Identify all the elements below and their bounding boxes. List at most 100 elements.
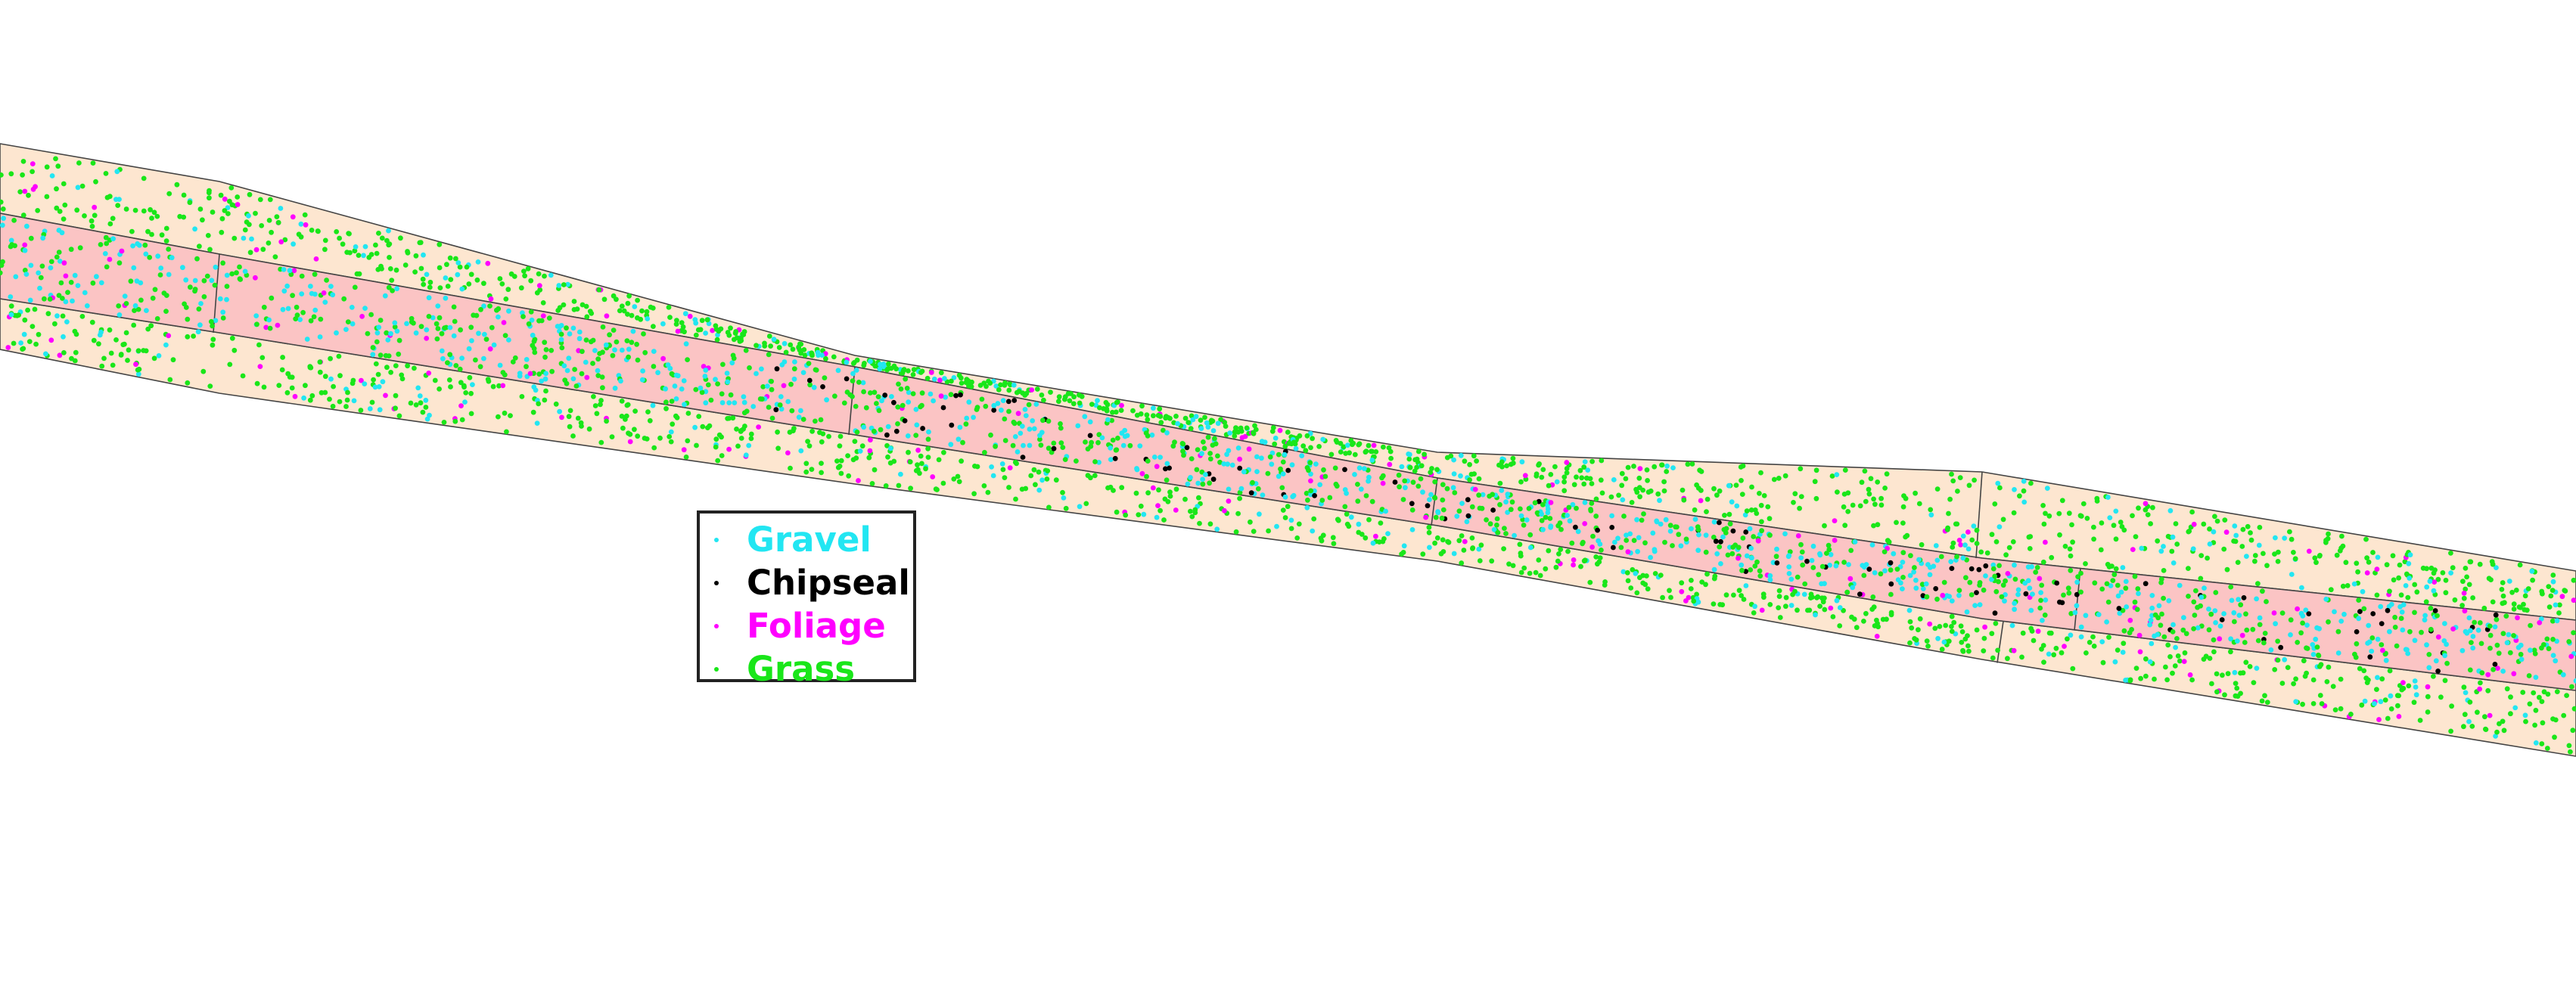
- grass-point: [1695, 486, 1701, 491]
- grass-point: [1272, 441, 1278, 447]
- gravel-point: [2372, 701, 2377, 706]
- grass-point: [2228, 584, 2234, 590]
- grass-point: [768, 343, 773, 349]
- grass-point: [2275, 559, 2281, 564]
- chipseal-point: [1888, 560, 1894, 566]
- grass-point: [65, 290, 70, 295]
- gravel-point: [1407, 451, 1412, 458]
- chipseal-point: [2116, 606, 2122, 611]
- gravel-point: [2195, 625, 2201, 631]
- grass-point: [1459, 533, 1465, 538]
- gravel-point: [1989, 576, 1994, 582]
- grass-point: [762, 340, 767, 346]
- grass-point: [1381, 444, 1386, 450]
- grass-point: [2361, 606, 2367, 612]
- gravel-point: [1996, 524, 2003, 529]
- gravel-point: [879, 398, 884, 404]
- grass-point: [908, 486, 913, 492]
- grass-point: [2207, 656, 2213, 661]
- grass-point: [543, 388, 548, 394]
- grass-point: [477, 364, 483, 370]
- grass-point: [489, 324, 495, 330]
- grass-point: [58, 280, 64, 286]
- gravel-point: [951, 375, 957, 380]
- grass-point: [1438, 551, 1444, 557]
- gravel-point: [583, 359, 589, 365]
- foliage-point: [1940, 592, 1946, 598]
- gravel-point: [1582, 459, 1588, 464]
- grass-point: [2062, 544, 2068, 549]
- gravel-point: [2273, 621, 2279, 627]
- gravel-point: [1869, 542, 1875, 548]
- grass-point: [1527, 532, 1533, 538]
- legend-item-grass: Grass: [700, 647, 913, 690]
- grass-point: [1757, 491, 1762, 496]
- gravel-point: [1358, 486, 1364, 492]
- grass-point: [231, 347, 238, 353]
- grass-point: [788, 342, 794, 348]
- chipseal-point: [953, 393, 959, 399]
- grass-point: [490, 383, 496, 389]
- grass-point: [205, 233, 211, 238]
- grass-point: [2221, 546, 2227, 552]
- grass-point: [807, 382, 813, 388]
- grass-point: [2469, 724, 2475, 729]
- grass-point: [1958, 623, 1964, 629]
- grass-point: [542, 273, 547, 279]
- grass-point: [2382, 697, 2388, 703]
- grass-point: [210, 337, 216, 343]
- grass-point: [483, 337, 489, 342]
- gravel-point: [285, 306, 291, 312]
- grass-point: [913, 433, 919, 438]
- grass-point: [1691, 598, 1697, 604]
- grass-point: [2557, 602, 2562, 608]
- gravel-point: [56, 228, 62, 233]
- grass-point: [1679, 580, 1685, 586]
- grass-point: [2412, 610, 2417, 616]
- grass-point: [2262, 631, 2268, 636]
- gravel-point: [1964, 609, 1970, 615]
- grass-point: [2508, 711, 2513, 717]
- gravel-point: [798, 448, 804, 454]
- grass-point: [620, 425, 626, 431]
- gravel-point: [2475, 627, 2481, 633]
- gravel-point: [2273, 535, 2278, 541]
- grass-point: [1641, 511, 1646, 517]
- grass-point: [73, 349, 79, 355]
- gravel-point: [2170, 534, 2176, 540]
- grass-point: [2251, 680, 2257, 685]
- grass-point: [448, 384, 453, 389]
- gravel-point: [224, 272, 230, 278]
- grass-point: [2500, 718, 2506, 725]
- grass-point: [956, 479, 962, 485]
- grass-point: [1636, 485, 1642, 491]
- gravel-point: [2383, 657, 2389, 663]
- gravel-point: [2231, 610, 2237, 616]
- grass-point: [350, 380, 356, 386]
- gravel-point: [2282, 656, 2288, 662]
- grass-point: [474, 277, 480, 283]
- gravel-point: [1190, 417, 1196, 423]
- grass-point: [113, 337, 119, 343]
- chipseal-point: [820, 384, 825, 389]
- gravel-point: [2147, 622, 2153, 628]
- grass-point: [1202, 414, 1207, 420]
- grass-point: [1704, 509, 1709, 514]
- grass-point: [2487, 632, 2494, 638]
- grass-point: [328, 355, 333, 361]
- grass-point: [1984, 550, 1990, 556]
- grass-point: [1161, 517, 1167, 523]
- gravel-point: [759, 366, 764, 372]
- grass-point: [1053, 477, 1059, 483]
- grass-point: [738, 436, 744, 441]
- chipseal-point: [1983, 563, 1989, 569]
- grass-point: [229, 202, 235, 208]
- foliage-point: [1472, 486, 1478, 492]
- foliage-point: [559, 414, 564, 420]
- grass-point: [788, 381, 794, 387]
- gravel-point: [1313, 461, 1319, 467]
- gravel-point: [1274, 523, 1279, 529]
- grass-point: [2479, 670, 2485, 676]
- grass-point: [1164, 477, 1170, 483]
- gravel-point: [2181, 615, 2186, 620]
